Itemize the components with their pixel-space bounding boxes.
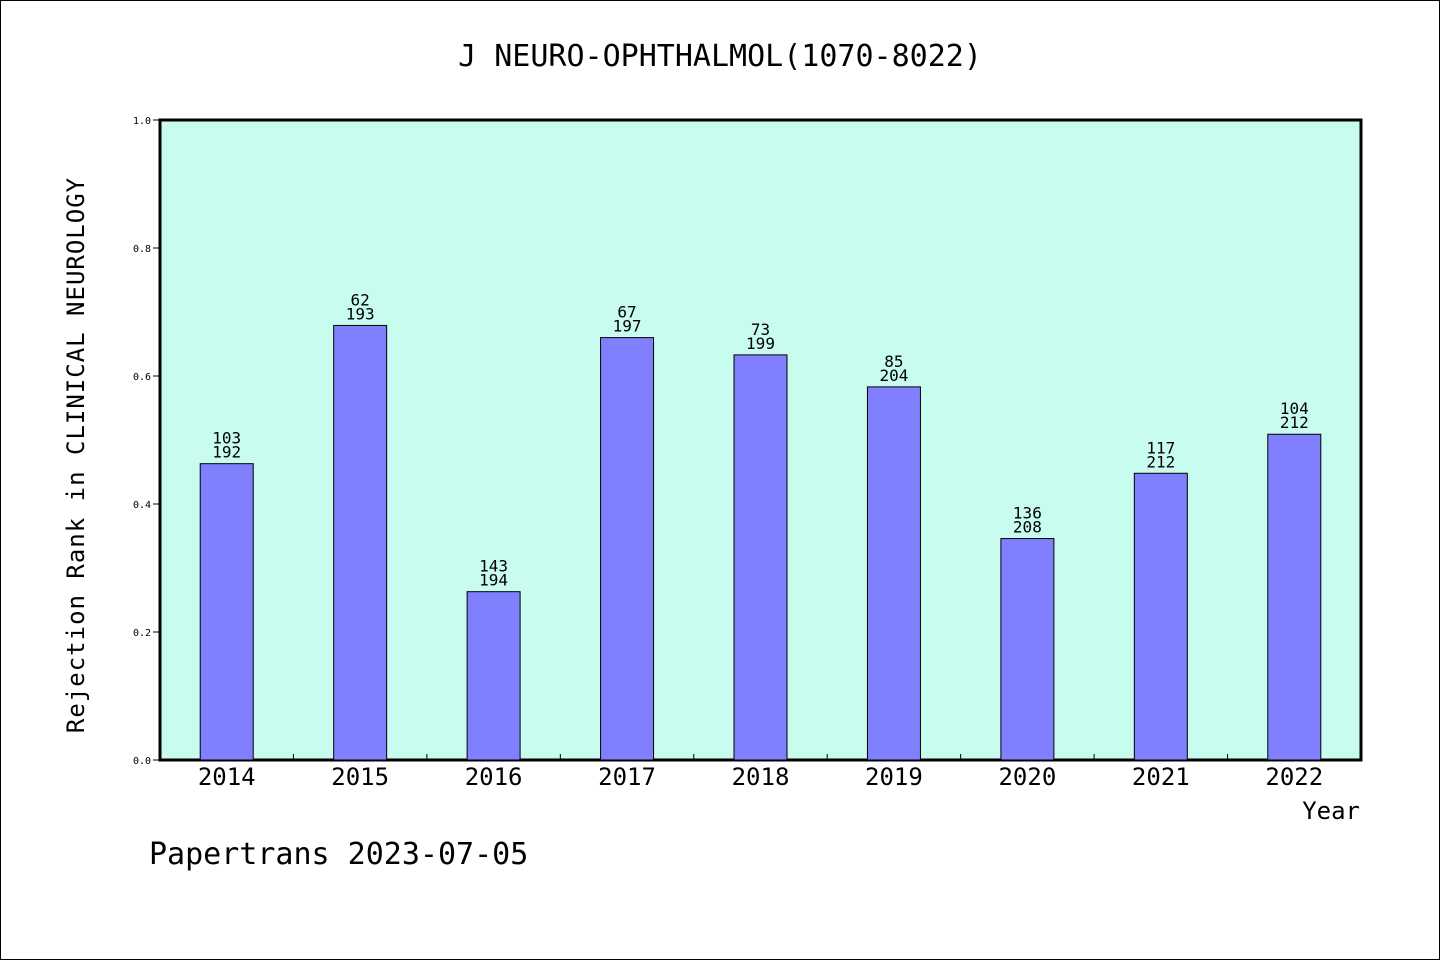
y-tick-label: 0.4 bbox=[133, 500, 151, 511]
x-tick-label: 2016 bbox=[465, 763, 523, 791]
data-label-total: 193 bbox=[346, 304, 375, 323]
data-label-rank: 117 bbox=[1146, 438, 1175, 457]
data-label-total: 197 bbox=[613, 317, 642, 336]
y-tick-label: 0.6 bbox=[133, 372, 151, 383]
data-label-total: 212 bbox=[1146, 452, 1175, 471]
x-axis-ticks: 2014 2015 2016 2017 2018 2019 2020 2021 2022 bbox=[198, 754, 1323, 791]
y-tick-label: 0.0 bbox=[133, 756, 151, 767]
y-axis-label: Rejection Rank in CLINICAL NEUROLOGY bbox=[62, 177, 90, 733]
bar-2021 bbox=[1133, 472, 1188, 761]
bar-2015 bbox=[333, 324, 388, 761]
x-tick-label: 2015 bbox=[331, 763, 389, 791]
x-axis-label: Year bbox=[1302, 797, 1360, 825]
x-tick-label: 2020 bbox=[998, 763, 1056, 791]
bar-2016 bbox=[466, 591, 521, 761]
bar-2014 bbox=[199, 463, 254, 761]
bar-2017 bbox=[600, 337, 655, 761]
bar-2022 bbox=[1267, 433, 1322, 761]
x-tick-label: 2022 bbox=[1265, 763, 1323, 791]
x-tick-label: 2014 bbox=[198, 763, 256, 791]
y-axis-ticks: 0.0 0.2 0.4 0.6 0.8 1.0 bbox=[133, 116, 160, 767]
data-label-rank: 67 bbox=[617, 303, 636, 322]
y-tick-label: 0.8 bbox=[133, 244, 151, 255]
bars bbox=[199, 324, 1322, 761]
bar-2019 bbox=[866, 386, 921, 761]
y-tick-label: 0.2 bbox=[133, 628, 151, 639]
y-tick-label: 1.0 bbox=[133, 116, 151, 127]
data-label-total: 192 bbox=[212, 443, 241, 462]
chart-title: J NEURO-OPHTHALMOL(1070-8022) bbox=[458, 39, 982, 74]
data-label-rank: 62 bbox=[351, 290, 370, 309]
bar-2018 bbox=[733, 354, 788, 761]
x-tick-label: 2018 bbox=[732, 763, 790, 791]
data-label-rank: 136 bbox=[1013, 504, 1042, 523]
data-label-total: 199 bbox=[746, 334, 775, 353]
x-tick-label: 2021 bbox=[1132, 763, 1190, 791]
data-label-rank: 85 bbox=[884, 352, 903, 371]
data-label-rank: 143 bbox=[479, 557, 508, 576]
data-label-rank: 104 bbox=[1280, 399, 1309, 418]
data-label-total: 208 bbox=[1013, 518, 1042, 537]
x-tick-label: 2017 bbox=[598, 763, 656, 791]
data-label-rank: 103 bbox=[212, 429, 241, 448]
data-label-total: 204 bbox=[879, 366, 908, 385]
bar-2020 bbox=[1000, 538, 1055, 761]
data-label-total: 194 bbox=[479, 571, 508, 590]
data-label-total: 212 bbox=[1280, 413, 1309, 432]
data-label-rank: 73 bbox=[751, 320, 770, 339]
x-tick-label: 2019 bbox=[865, 763, 923, 791]
footer-credit: Papertrans 2023-07-05 bbox=[149, 837, 528, 872]
